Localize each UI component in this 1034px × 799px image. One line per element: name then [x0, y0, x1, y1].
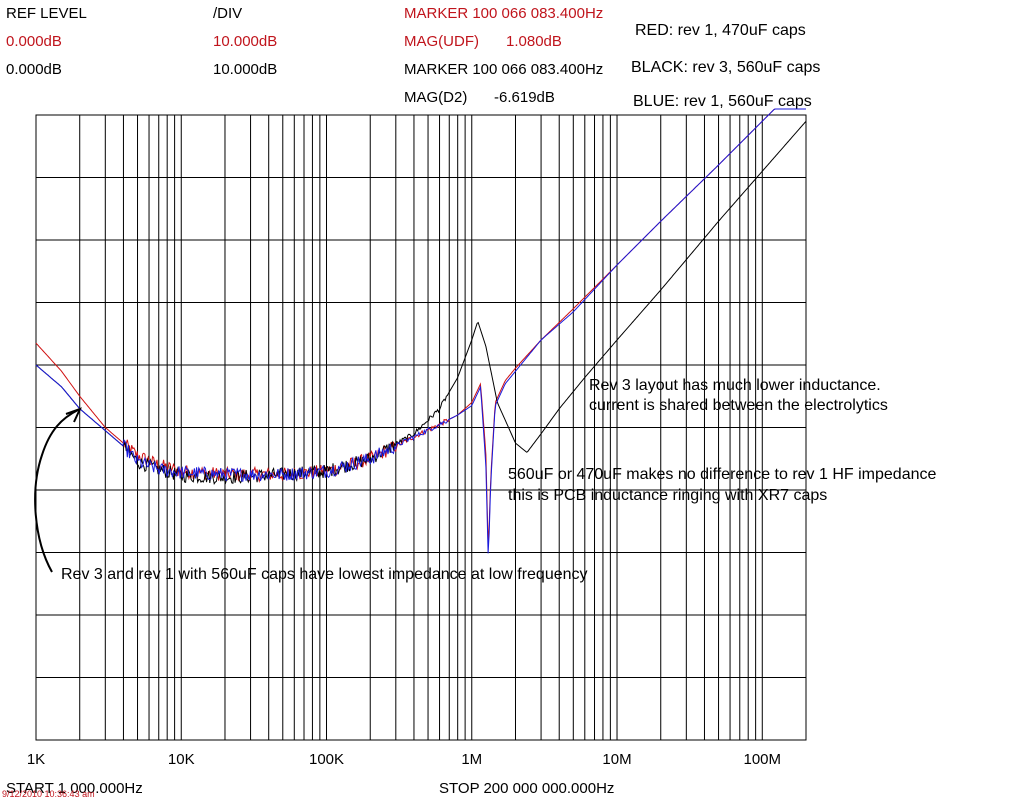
start-frequency: START 1 000.000Hz — [6, 780, 143, 797]
marker-a-readout: MARKER 100 066 083.400Hz — [404, 5, 604, 22]
div-b: 10.000dB — [213, 61, 278, 78]
ref-level-b: 0.000dB — [6, 61, 62, 78]
annotation-low-freq: Rev 3 and rev 1 with 560uF caps have low… — [61, 566, 588, 583]
annotation-rev3-line1: Rev 3 layout has much lower inductance. — [589, 377, 881, 394]
div-a: 10.000dB — [213, 33, 278, 50]
annotation-arrowhead — [65, 407, 82, 423]
marker-b-readout: MARKER 100 066 083.400Hz — [404, 61, 604, 78]
ref-level-a: 0.000dB — [6, 33, 62, 50]
plot-traces — [35, 108, 807, 554]
x-tick-label: 10M — [602, 751, 631, 768]
x-tick-label: 10K — [168, 751, 195, 768]
legend-red: RED: rev 1, 470uF caps — [635, 22, 806, 39]
annotation-rev3-line2: current is shared between the electrolyt… — [589, 397, 888, 414]
mag-b-value: -6.619dB — [494, 89, 555, 106]
legend-black: BLACK: rev 3, 560uF caps — [631, 59, 821, 76]
x-tick-label: 100M — [744, 751, 782, 768]
x-tick-label: 100K — [309, 751, 344, 768]
mag-a-label: MAG(UDF) — [404, 33, 479, 50]
div-label: /DIV — [213, 5, 243, 22]
plot-grid — [35, 114, 807, 741]
annotation-arrow — [34, 409, 79, 573]
legend-blue: BLUE: rev 1, 560uF caps — [633, 93, 812, 110]
ref-level-label: REF LEVEL — [6, 5, 87, 22]
mag-b-label: MAG(D2) — [404, 89, 468, 106]
timestamp: 9/12/2010 10:36:43 am — [2, 789, 95, 799]
x-tick-label: 1K — [27, 751, 45, 768]
stop-frequency: STOP 200 000 000.000Hz — [439, 780, 615, 797]
annotation-hf-line1: 560uF or 470uF makes no difference to re… — [508, 466, 937, 483]
trace-blue — [35, 108, 806, 554]
mag-a-value: 1.080dB — [506, 33, 562, 50]
x-tick-label: 1M — [461, 751, 482, 768]
x-tick-labels: 1K 10K 100K 1M 10M 100M — [27, 751, 781, 768]
annotation-hf-line2: this is PCB inductance ringing with XR7 … — [508, 487, 828, 504]
